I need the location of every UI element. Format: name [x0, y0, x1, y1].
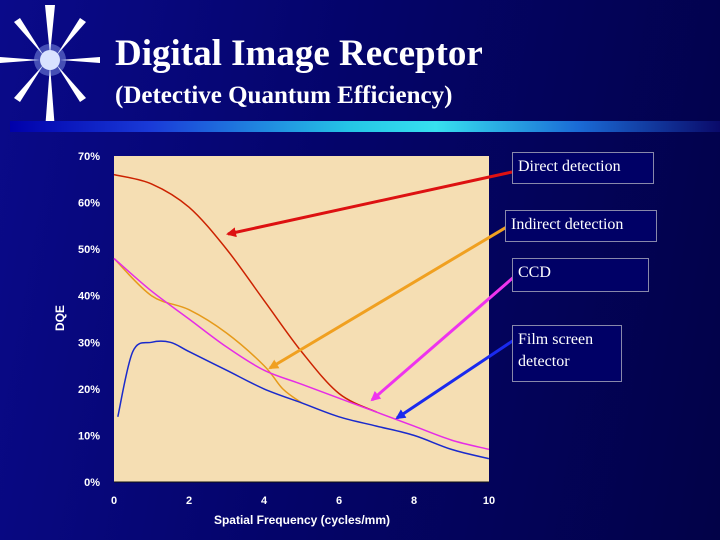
x-tick-label: 8 [411, 495, 417, 507]
series-line-indirect-detection [113, 257, 302, 404]
y-tick-label: 60% [78, 198, 100, 210]
callout-ccd: CCD [512, 258, 649, 292]
y-tick-label: 20% [78, 384, 100, 396]
sparkle-logo-icon [0, 5, 100, 130]
x-tick-label: 0 [111, 495, 117, 507]
slide-subtitle: (Detective Quantum Efficiency) [115, 82, 453, 109]
callout-indirect-detection: Indirect detection [505, 210, 657, 242]
slide-title: Digital Image Receptor [115, 33, 483, 74]
film-arrow [395, 338, 515, 420]
series-line-direct-detection [113, 173, 377, 413]
callout-film-screen-detector: Film screen detector [512, 325, 622, 382]
callout-direct-detection: Direct detection [512, 152, 654, 184]
y-tick-label: 0% [84, 477, 100, 489]
indirect-arrow [268, 223, 511, 370]
x-tick-label: 10 [483, 495, 495, 507]
series-line-ccd [113, 257, 490, 451]
x-tick-label: 4 [261, 495, 268, 507]
y-tick-labels: 0% 10% 20% 30% 40% 50% 60% 70% [78, 151, 100, 489]
title-divider [10, 121, 720, 132]
x-axis-label: Spatial Frequency (cycles/mm) [214, 513, 390, 527]
x-tick-label: 6 [336, 495, 342, 507]
series-line-film-screen-detector [117, 340, 490, 460]
y-tick-label: 10% [78, 430, 100, 442]
x-tick-labels: 0 2 4 6 8 10 [111, 495, 495, 507]
ccd-arrow [370, 274, 516, 402]
x-tick-label: 2 [186, 495, 192, 507]
y-tick-label: 30% [78, 337, 100, 349]
plot-area [114, 156, 489, 482]
y-tick-label: 70% [78, 151, 100, 163]
direct-arrow [226, 170, 513, 238]
y-axis-label: DQE [53, 305, 67, 331]
y-tick-label: 50% [78, 244, 100, 256]
series-lines [113, 173, 490, 460]
y-tick-label: 40% [78, 291, 100, 303]
